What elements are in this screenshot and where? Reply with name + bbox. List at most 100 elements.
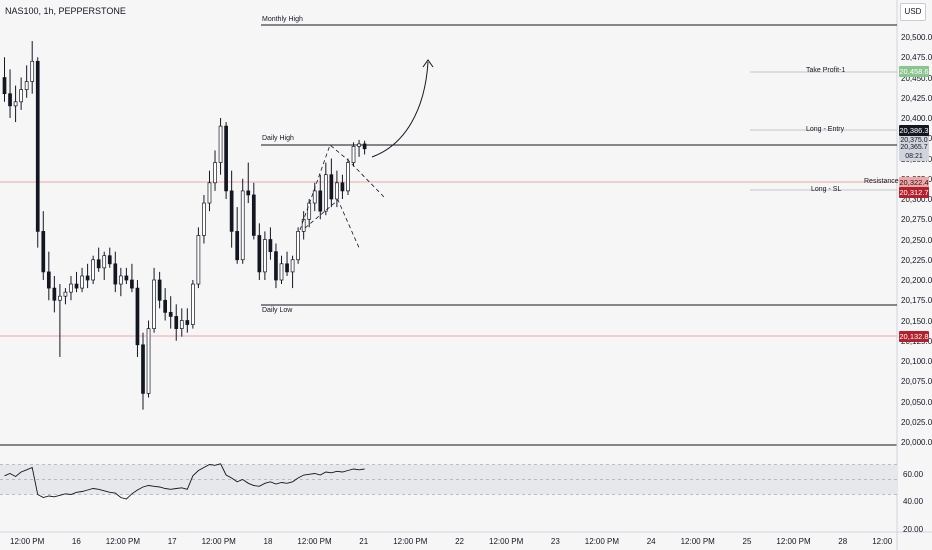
bar-countdown-tag: 08:21 — [899, 152, 929, 161]
candle-body — [296, 231, 300, 261]
price-tick-label: 20,450.0 — [901, 73, 932, 83]
rsi-line — [4, 463, 365, 500]
candle-body — [80, 275, 84, 289]
price-tag-small: 20,375.0 — [899, 136, 929, 145]
candle-body — [185, 320, 190, 325]
time-tick-label: 12:00 PM — [10, 537, 45, 546]
time-tick-label: 12:00 PM — [776, 537, 811, 546]
time-tick-label: 24 — [646, 537, 656, 546]
price-tick-label: 20,275.0 — [901, 215, 932, 225]
candle-body — [46, 271, 51, 289]
time-tick-label: 28 — [838, 537, 848, 546]
price-tick-label: 20,250.0 — [901, 235, 932, 245]
candle-body — [207, 182, 212, 204]
price-tick-label: 20,500.0 — [901, 33, 932, 42]
candle-body — [130, 279, 134, 289]
candle-body — [124, 275, 129, 281]
monthly-high-label: Monthly High — [262, 16, 303, 23]
long-sl-price-tag: 20,312.7 — [899, 187, 929, 198]
pattern-line-lower — [304, 199, 361, 251]
rsi-band — [0, 464, 897, 495]
candle-body — [202, 202, 206, 236]
time-tick-label: 12:00 PM — [584, 537, 620, 546]
candle-body — [58, 295, 62, 301]
candle-body — [224, 125, 228, 192]
candle-body — [146, 328, 151, 394]
candle-body — [157, 279, 162, 301]
candle-body — [362, 143, 367, 150]
long-entry-price-tag: 20,386.3 — [899, 125, 929, 136]
candle-body — [163, 299, 168, 313]
time-tick-label: 12:00 PM — [105, 537, 141, 546]
candle-body — [279, 263, 284, 281]
candle-body — [168, 312, 173, 317]
candle-body — [357, 143, 361, 147]
candle-body — [2, 77, 7, 95]
candle-body — [191, 283, 195, 325]
price-tick-label: 20,425.0 — [901, 93, 932, 103]
candle-body — [174, 316, 179, 329]
candle-body — [152, 279, 156, 329]
candle-body — [240, 190, 245, 261]
candle-body — [141, 344, 145, 394]
candle-body — [30, 60, 35, 82]
candle-body — [135, 287, 140, 346]
price-tick-label: 20,225.0 — [901, 255, 932, 265]
candle-body — [113, 263, 118, 285]
time-tick-label: 12:00 — [872, 537, 893, 546]
price-tick-label: 20,025.0 — [901, 417, 932, 427]
time-tick-label: 17 — [167, 537, 177, 546]
candle-body — [8, 93, 12, 107]
projection-arrow — [371, 61, 429, 158]
low-line-price-tag: 20,132.8 — [899, 331, 929, 342]
time-tick-label: 12:00 PM — [680, 537, 715, 546]
candle-body — [285, 263, 289, 273]
rsi-tick-label: 20.00 — [903, 525, 924, 534]
candle-body — [91, 259, 95, 281]
symbol-title[interactable]: NAS100, 1h, PEPPERSTONE — [5, 6, 126, 16]
candle-body — [351, 146, 356, 163]
candle-body — [213, 162, 217, 184]
candle-body — [52, 287, 57, 301]
candle-body — [312, 190, 317, 204]
price-tick-label: 20,300.0 — [901, 195, 932, 204]
projection-arrow-head — [422, 59, 434, 68]
price-tick-label: 20,150.0 — [901, 316, 932, 326]
price-tick-label: 20,000.0 — [901, 438, 932, 447]
candle-body — [63, 291, 68, 297]
daily-high-label: Daily High — [262, 135, 294, 142]
time-tick-label: 12:00 PM — [393, 537, 428, 546]
candle-body — [35, 60, 40, 232]
candle-body — [74, 283, 79, 289]
candle-body — [24, 81, 29, 91]
price-tick-label: 20,475.0 — [901, 53, 932, 63]
candle-body — [263, 239, 267, 273]
pattern-line-upper — [299, 144, 386, 231]
daily-low-label: Daily Low — [262, 307, 293, 314]
candle-body — [69, 283, 73, 293]
candle-body — [257, 235, 262, 273]
rsi-tick-label: 40.00 — [903, 497, 924, 506]
price-tick-label: 20,400.0 — [901, 114, 932, 123]
time-tick-label: 12:00 PM — [489, 537, 524, 546]
candle-body — [196, 235, 201, 285]
candle-body — [251, 194, 256, 236]
candle-body — [102, 255, 107, 269]
time-tick-label: 22 — [455, 537, 464, 546]
candle-body — [335, 182, 339, 200]
time-tick-label: 18 — [263, 537, 273, 546]
candle-body — [13, 101, 18, 107]
price-tick-label: 20,200.0 — [901, 276, 932, 285]
time-tick-label: 23 — [550, 537, 560, 546]
candle-body — [96, 259, 101, 269]
candle-body — [107, 255, 112, 265]
time-tick-label: 21 — [359, 537, 369, 546]
currency-button[interactable]: USD — [900, 3, 926, 21]
long-entry-label: Long - Entry — [806, 126, 845, 133]
candle-body — [346, 162, 350, 192]
candle-body — [246, 190, 251, 196]
candle-body — [290, 259, 295, 273]
candle-body — [179, 320, 184, 329]
candle-body — [301, 218, 306, 232]
